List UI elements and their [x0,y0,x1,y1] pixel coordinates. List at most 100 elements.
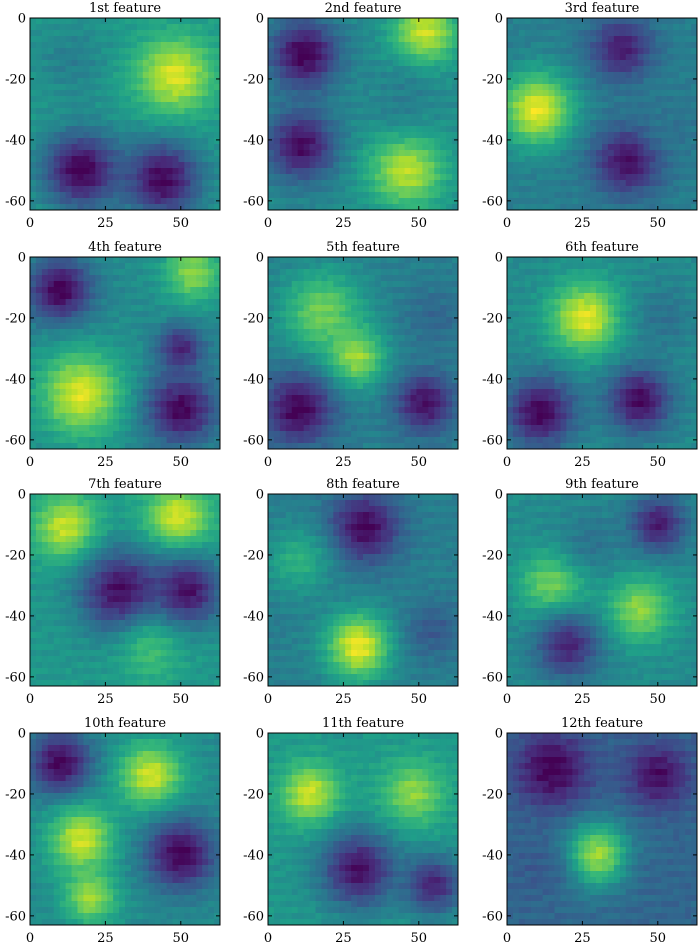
heatmap-cell [518,24,526,31]
heatmap-cell [166,389,173,396]
heatmap-cell [368,108,376,115]
heatmap-cell [518,18,526,25]
heatmap-cell [613,36,621,43]
heatmap-cell [119,425,126,432]
heatmap-cell [315,204,322,211]
heatmap-cell [30,96,37,103]
heatmap-cell [602,48,609,55]
heatmap-cell [166,287,173,294]
heatmap-cell [398,174,405,181]
heatmap-cell [101,353,108,360]
heatmap-cell [685,114,692,121]
heatmap-cell [625,102,633,109]
heatmap-cell [268,263,275,270]
heatmap-cell [392,84,400,91]
heatmap-cell [339,317,346,324]
heatmap-cell [190,198,197,205]
heatmap-cell [30,84,37,91]
heatmap-cell [380,72,388,79]
heatmap-cell [345,150,352,157]
heatmap-cell [345,377,352,384]
heatmap-cell [512,102,520,109]
heatmap-cell [619,54,627,61]
heatmap-cell [374,72,382,79]
heatmap-cell [59,204,67,211]
heatmap-cell [142,30,150,37]
heatmap-cell [321,263,328,270]
heatmap-cell [184,186,191,193]
heatmap-cell [89,431,96,438]
heatmap-cell [30,365,37,372]
heatmap-cell [422,341,429,348]
heatmap-cell [345,60,352,67]
heatmap-cell [542,198,549,205]
heatmap-cell [404,269,411,276]
heatmap-cell [613,18,621,25]
heatmap-cell [202,42,209,49]
heatmap-cell [154,114,162,121]
heatmap-cell [368,359,376,366]
heatmap-cell [273,162,281,169]
heatmap-cell [410,305,417,312]
heatmap-cell [374,389,382,396]
heatmap-cell [446,102,453,109]
heatmap-cell [136,431,144,438]
heatmap-cell [77,443,84,450]
heatmap-cell [590,120,597,127]
heatmap-cell [673,204,680,211]
heatmap-cell [208,168,215,175]
heatmap-cell [380,36,388,43]
heatmap-cell [596,204,603,211]
heatmap-cell [47,180,55,187]
heatmap-cell [160,18,167,25]
heatmap-cell [637,180,644,187]
heatmap-cell [268,24,275,31]
heatmap-cell [130,371,138,378]
heatmap-cell [65,18,72,25]
heatmap-cell [172,401,179,408]
heatmap-cell [107,431,114,438]
heatmap-cell [512,138,520,145]
heatmap-cell [422,365,429,372]
heatmap-cell [30,42,37,49]
heatmap-cell [113,317,120,324]
heatmap-cell [625,186,633,193]
heatmap-cell [416,54,423,61]
heatmap-cell [536,96,544,103]
heatmap-cell [512,144,520,151]
heatmap-cell [95,359,102,366]
heatmap-cell [101,156,108,163]
heatmap-cell [685,174,692,181]
heatmap-cell [363,317,370,324]
heatmap-cell [130,431,138,438]
heatmap-cell [339,401,346,408]
heatmap-cell [125,293,132,300]
heatmap-cell [667,24,674,31]
heatmap-cell [315,114,322,121]
heatmap-cell [77,126,84,133]
heatmap-cell [351,162,358,169]
heatmap-cell [41,353,49,360]
heatmap-cell [357,30,364,37]
heatmap-cell [101,18,108,25]
heatmap-cell [518,66,526,73]
heatmap-cell [125,341,132,348]
heatmap-cell [363,293,370,300]
heatmap-cell [30,419,37,426]
heatmap-cell [428,102,435,109]
heatmap-cell [166,150,173,157]
heatmap-cell [566,204,573,211]
heatmap-cell [142,204,150,211]
heatmap-cell [136,186,144,193]
heatmap-cell [357,383,364,390]
heatmap-cell [35,317,43,324]
heatmap-cell [297,299,305,306]
heatmap-cell [512,108,520,115]
heatmap-cell [619,120,627,127]
heatmap-cell [285,204,293,211]
heatmap-cell [291,174,299,181]
heatmap-cell [607,54,615,61]
heatmap-cell [584,150,591,157]
heatmap-cell [142,395,150,402]
heatmap-cell [512,84,520,91]
